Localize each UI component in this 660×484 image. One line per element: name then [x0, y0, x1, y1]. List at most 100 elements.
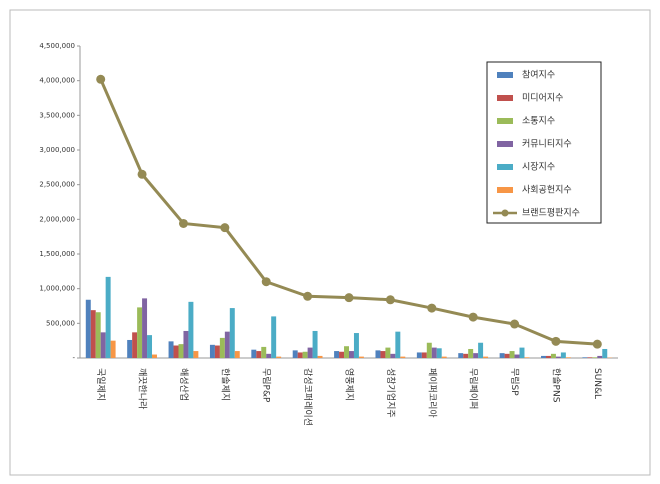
bar [339, 351, 345, 358]
bar [266, 353, 272, 358]
y-tick-label: 1,500,000 [39, 250, 75, 258]
bar [224, 331, 230, 358]
legend-swatch [497, 118, 513, 124]
x-tick-label: 성창기업지주 [385, 368, 396, 418]
bar [251, 349, 257, 358]
bar [173, 345, 179, 358]
bar [147, 335, 153, 358]
line-marker [303, 291, 313, 301]
bar [183, 330, 189, 358]
bar [142, 298, 148, 358]
x-tick-label: 무림페이퍼 [468, 368, 480, 409]
bar [276, 356, 282, 358]
legend-label: 시장지수 [522, 162, 555, 173]
bar [317, 355, 323, 358]
bar [597, 355, 603, 358]
bar [545, 355, 551, 358]
bar [219, 337, 225, 358]
bar [555, 356, 561, 358]
bar [478, 342, 484, 358]
bar [105, 276, 111, 358]
line-marker [468, 312, 478, 322]
line-marker [427, 303, 437, 313]
y-tick-label: 500,000 [46, 319, 75, 327]
y-tick-label: 4,000,000 [39, 77, 75, 85]
bar [271, 316, 277, 358]
line-marker [178, 218, 188, 228]
legend-marker [501, 209, 509, 217]
bar [312, 330, 318, 358]
bar [473, 353, 479, 358]
bar [436, 348, 442, 358]
bar [137, 307, 143, 358]
legend-swatch [497, 187, 513, 193]
legend-label: 커뮤니티지수 [522, 139, 572, 150]
bar [426, 342, 432, 358]
legend-swatch [497, 141, 513, 147]
bar [302, 351, 308, 358]
bar [524, 357, 530, 358]
bar [431, 347, 437, 358]
bar [550, 353, 556, 358]
x-tick-label: 무림P&P [261, 368, 273, 403]
bar [390, 353, 396, 358]
bar [421, 352, 427, 358]
x-tick-label: 감성코퍼레이션 [302, 368, 314, 426]
bar [100, 332, 106, 358]
x-tick-label: 한솔PNS [550, 368, 561, 403]
bar [602, 348, 608, 358]
y-tick-label: 1,000,000 [39, 285, 75, 293]
bar [416, 352, 422, 358]
legend-label: 브랜드평판지수 [522, 208, 580, 219]
x-tick-label: SUN&L [592, 368, 602, 399]
bar [168, 341, 174, 358]
bar [334, 351, 340, 358]
bar [132, 332, 138, 358]
bar [509, 351, 515, 358]
bar [127, 339, 133, 358]
legend-swatch [497, 95, 513, 101]
line-marker [137, 169, 147, 179]
bar [395, 331, 401, 358]
x-tick-label: 영풍제지 [344, 368, 355, 401]
x-tick-label: 페이퍼코리아 [426, 368, 437, 418]
y-tick-label: - [72, 354, 75, 362]
line-marker [551, 336, 561, 346]
x-tick-label: 무림SP [509, 368, 521, 396]
bar [95, 312, 101, 358]
legend-swatch [497, 72, 513, 78]
legend-label: 소통지수 [522, 116, 555, 127]
bar [358, 356, 364, 358]
bar [560, 352, 566, 358]
bar [380, 351, 386, 358]
x-tick-label: 깨끗한나라 [137, 368, 149, 410]
bar [541, 355, 546, 358]
legend-label: 미디어지수 [522, 93, 563, 104]
bar [193, 351, 199, 358]
line-marker [344, 293, 354, 303]
bar [152, 354, 157, 358]
line-marker [385, 295, 395, 305]
line-marker [96, 74, 106, 84]
line-marker [220, 223, 230, 233]
bar [344, 346, 349, 358]
bar [292, 350, 298, 358]
y-tick-label: 3,000,000 [39, 146, 75, 154]
bar [565, 357, 571, 358]
x-tick-label: 국일제지 [95, 368, 106, 401]
legend-label: 사회공헌지수 [522, 185, 572, 196]
bar [587, 357, 593, 358]
x-tick-label: 해성산업 [178, 368, 189, 401]
bar [353, 333, 359, 358]
bar [297, 352, 303, 358]
bar [468, 348, 474, 358]
y-tick-label: 2,500,000 [39, 181, 75, 189]
bar [499, 353, 505, 358]
bar [582, 357, 588, 358]
x-tick-label: 한솔제지 [219, 368, 230, 401]
bar [85, 299, 91, 358]
y-tick-label: 2,000,000 [39, 215, 75, 223]
bar [400, 356, 406, 358]
bar [256, 351, 262, 358]
